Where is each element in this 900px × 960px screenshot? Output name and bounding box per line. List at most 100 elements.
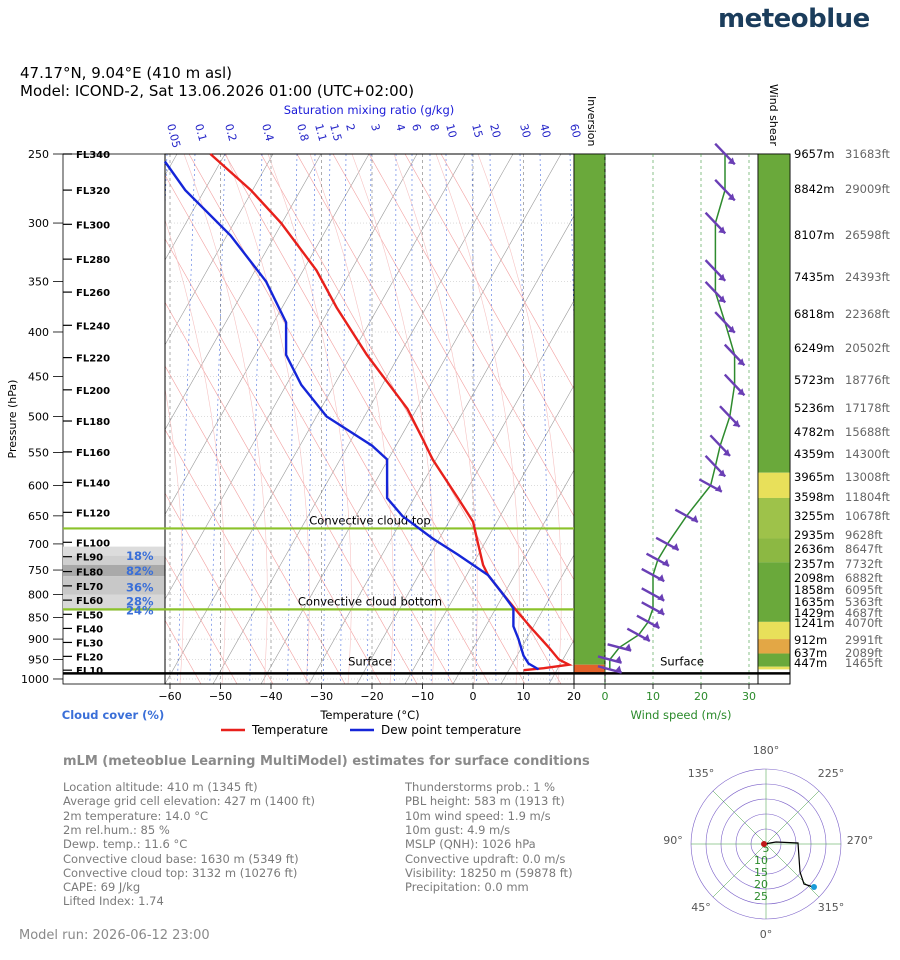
wind-shear-band: [758, 621, 790, 640]
dry-adiabat-line: [332, 154, 574, 581]
wind-arrowhead: [662, 558, 670, 566]
isotherm-line: [165, 154, 226, 261]
inversion-bar: [574, 154, 605, 665]
flight-level-label: FL100: [76, 538, 110, 549]
hodograph-ring-label: 5: [763, 842, 770, 855]
mixing-ratio-label: 15: [469, 122, 485, 139]
flight-level-label: FL80: [76, 568, 103, 579]
hodograph-direction-label: 45°: [691, 901, 711, 914]
hodograph-direction-label: 315°: [818, 901, 845, 914]
mlm-stat: PBL height: 583 m (1913 ft): [405, 794, 565, 809]
wind-tick-label: 30: [742, 690, 756, 703]
cloud-cover-value: 24%: [126, 604, 154, 618]
cloud-cover-label: Cloud cover (%): [62, 708, 164, 722]
pressure-tick-label: 550: [28, 447, 49, 460]
mixing-ratio-label: 40: [537, 122, 553, 139]
cloud-cover-value: 82%: [126, 564, 154, 578]
mixing-ratio-label: 2: [343, 122, 357, 132]
wind-shear-frame: [757, 153, 791, 685]
height-m-label: 9657m: [794, 147, 834, 161]
cloud-cover-band: [63, 555, 165, 565]
convective-label: Convective cloud top: [309, 513, 430, 527]
mixing-ratio-line: [519, 154, 529, 684]
mixing-ratio-label: 0.8: [294, 122, 311, 142]
wind-arrowhead: [718, 226, 726, 234]
cloud-cover-band: [63, 576, 165, 595]
height-m-label: 4359m: [794, 447, 834, 461]
height-ft-label: 18776ft: [845, 373, 890, 387]
dry-adiabat-line: [260, 154, 562, 684]
mixing-ratio-line: [340, 154, 347, 684]
hodograph-direction-label: 180°: [753, 744, 780, 757]
wind-shear-band: [758, 154, 790, 473]
height-ft-label: 4070ft: [845, 616, 883, 630]
mixing-ratio-line: [249, 154, 263, 684]
mlm-title: mLM (meteoblue Learning MultiModel) esti…: [63, 754, 590, 769]
pressure-tick-label: 400: [28, 326, 49, 339]
mixing-ratio-line: [209, 154, 226, 684]
height-m-label: 1635m: [794, 595, 834, 609]
cloud-cover-value: 18%: [126, 549, 154, 563]
flight-level-label: FL200: [76, 386, 110, 397]
wind-arrowhead: [723, 448, 731, 456]
flight-level-label: FL220: [76, 354, 110, 365]
temperature-tick-label: −50: [209, 690, 232, 703]
pressure-tick-label: 1000: [21, 673, 49, 686]
wind-arrowhead: [718, 295, 726, 303]
mixing-ratio-label: 1.1: [312, 122, 329, 142]
moist-adiabat-line: [477, 154, 562, 684]
moist-adiabat-line: [183, 154, 268, 684]
height-m-label: 2357m: [794, 557, 834, 571]
wind-arrowhead: [737, 358, 745, 366]
wind-shear-band: [758, 472, 790, 498]
temperature-tick-label: 0: [470, 690, 477, 703]
flight-level-label: FL180: [76, 417, 110, 428]
isotherm-line: [165, 154, 322, 431]
meteoblue-logo: meteoblue: [718, 4, 870, 34]
flight-level-label: FL70: [76, 582, 103, 593]
isotherm-line: [212, 154, 514, 684]
wind-axis-label: Wind speed (m/s): [631, 708, 732, 722]
height-m-label: 5723m: [794, 373, 834, 387]
pressure-tick-label: 500: [28, 410, 49, 423]
dry-adiabat-line: [165, 492, 274, 684]
height-ft-label: 7732ft: [845, 557, 883, 571]
flight-level-label: FL10: [76, 666, 103, 677]
series-line-dew-point-temperature: [163, 160, 540, 671]
wind-shear-band: [758, 562, 790, 622]
mlm-stat: Lifted Index: 1.74: [63, 894, 164, 909]
hodograph-direction-label: 90°: [663, 834, 683, 847]
wind-frame: [604, 153, 759, 685]
temperature-tick-label: 20: [567, 690, 581, 703]
mixing-ratio-line: [177, 154, 196, 684]
cloud-cover-value: 28%: [126, 595, 154, 609]
height-ft-label: 17178ft: [845, 401, 890, 415]
temperature-tick-label: −60: [158, 690, 181, 703]
mixing-ratio-label: 60: [567, 122, 583, 139]
temperature-tick-label: −40: [259, 690, 282, 703]
mlm-stat: MSLP (QNH): 1026 hPa: [405, 837, 536, 852]
inversion-label: Inversion: [585, 96, 598, 147]
mixing-ratio-line: [306, 154, 316, 684]
mlm-stat: Precipitation: 0.0 mm: [405, 880, 529, 895]
mlm-stat: Convective cloud top: 3132 m (10276 ft): [63, 865, 298, 880]
flight-level-label: FL240: [76, 321, 110, 332]
dry-adiabat-line: [440, 154, 574, 390]
height-ft-label: 11804ft: [845, 490, 890, 504]
moist-adiabat-line: [225, 154, 310, 684]
height-ft-label: 22368ft: [845, 307, 890, 321]
mixing-ratio-label: 0.1: [192, 122, 209, 142]
height-ft-label: 24393ft: [845, 270, 890, 284]
pressure-tick-label: 700: [28, 538, 49, 551]
dry-adiabat-line: [368, 154, 574, 517]
mlm-stat: 10m wind speed: 1.9 m/s: [405, 808, 551, 823]
pressure-tick-label: 800: [28, 588, 49, 601]
isotherm-line: [308, 215, 574, 684]
mixing-ratio-label: 0.05: [164, 122, 183, 149]
legend-label-temperature: Temperature: [251, 723, 328, 737]
flight-level-label: FL320: [76, 186, 110, 197]
series-line-temperature: [209, 153, 573, 672]
height-m-label: 2098m: [794, 571, 834, 585]
mixing-ratio-line: [445, 154, 449, 684]
